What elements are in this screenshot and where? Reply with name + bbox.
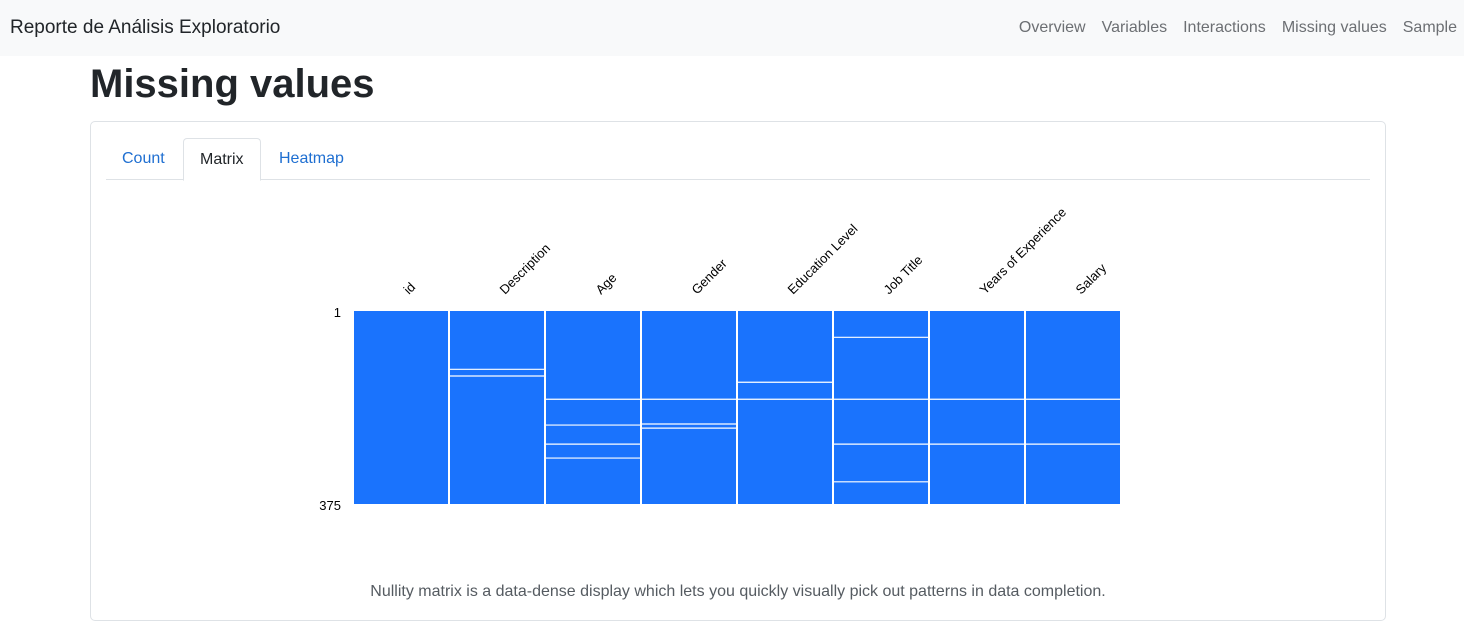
column-label-5: Job Title (881, 252, 926, 297)
tab-bar: Count Matrix Heatmap (106, 138, 1370, 181)
navbar: Reporte de Análisis Exploratorio Overvie… (0, 0, 1464, 56)
row-label-0: 1 (334, 305, 341, 320)
tab-heatmap[interactable]: Heatmap (279, 150, 344, 167)
column-label-4: Education Level (785, 221, 861, 297)
matrix-column-1 (450, 311, 544, 504)
nav-link-missing-values[interactable]: Missing values (1281, 19, 1387, 36)
row-label-1: 375 (319, 498, 341, 513)
column-label-3: Gender (689, 255, 731, 297)
nullity-matrix-chart: id Description Age Gender Education Level Job… (319, 205, 1120, 513)
matrix-column-7 (1026, 311, 1120, 504)
nav-link-overview[interactable]: Overview (1018, 19, 1086, 36)
nav-link-variables[interactable]: Variables (1101, 19, 1168, 36)
matrix-column-2 (546, 311, 640, 504)
matrix-column-5 (834, 311, 928, 504)
column-label-0: id (401, 279, 419, 297)
tab-matrix[interactable]: Matrix (183, 138, 261, 181)
column-label-6: Years of Experience (977, 205, 1070, 298)
navbar-brand[interactable]: Reporte de Análisis Exploratorio (10, 17, 281, 38)
matrix-column-6 (930, 311, 1024, 504)
column-label-7: Salary (1073, 260, 1110, 297)
nav-link-sample[interactable]: Sample (1402, 19, 1457, 36)
missing-values-card: Count Matrix Heatmap id Description Age Gen… (90, 121, 1386, 621)
column-label-1: Description (497, 241, 554, 298)
column-label-2: Age (593, 270, 620, 297)
nav-links: Overview Variables Interactions Missing … (1019, 19, 1457, 37)
matrix-caption: Nullity matrix is a data-dense display w… (370, 583, 1106, 600)
tab-count[interactable]: Count (122, 150, 165, 167)
matrix-column-4 (738, 311, 832, 504)
matrix-column-3 (642, 311, 736, 504)
matrix-column-0 (354, 311, 448, 504)
nav-link-interactions[interactable]: Interactions (1183, 19, 1266, 36)
page-title: Missing values (90, 62, 375, 106)
